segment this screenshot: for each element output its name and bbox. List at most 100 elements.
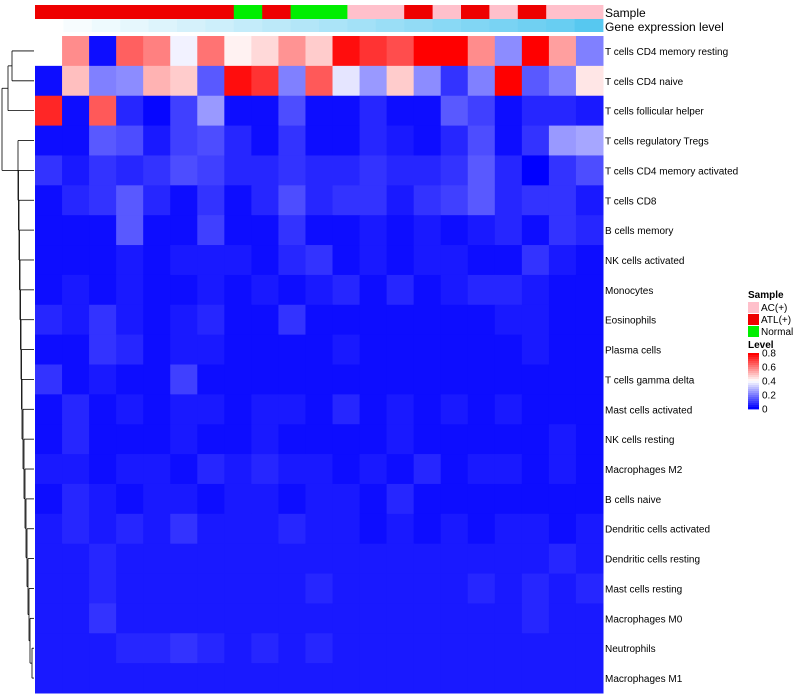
heatmap-cell — [359, 454, 388, 485]
heatmap-cell — [575, 573, 604, 604]
row-label: Eosinophils — [605, 316, 656, 327]
heatmap-cell — [575, 364, 604, 395]
heatmap-cell — [440, 274, 469, 306]
heatmap-cell — [494, 663, 523, 694]
heatmap-cell — [35, 394, 63, 425]
colorbar-step — [748, 397, 759, 400]
heatmap-cell — [251, 215, 279, 246]
heatmap-cell — [116, 543, 144, 575]
sample-track-cell — [262, 5, 291, 19]
sample-track-cell — [120, 5, 149, 19]
heatmap-cell — [467, 483, 496, 515]
heatmap-cell — [521, 364, 550, 395]
heatmap-cell — [494, 36, 523, 67]
colorbar-step — [748, 393, 759, 396]
sample-track-cell — [347, 5, 377, 19]
heatmap-cell — [278, 155, 306, 186]
heatmap-cell — [251, 633, 279, 664]
heatmap-cell — [170, 155, 198, 186]
heatmap-cell — [413, 215, 442, 246]
heatmap-cell — [116, 185, 144, 216]
heatmap-cell — [440, 633, 469, 664]
legend-sample-title: Sample — [748, 290, 784, 301]
heatmap-cell — [251, 36, 279, 67]
heatmap-cell — [62, 125, 90, 156]
heatmap-cell — [521, 65, 550, 97]
heatmap-cell — [89, 394, 117, 425]
heatmap-cell — [440, 483, 469, 515]
heatmap-cell — [197, 513, 225, 545]
heatmap-cell — [332, 513, 361, 545]
heatmap-cell — [224, 573, 252, 604]
heatmap-cell — [197, 95, 225, 127]
heatmap-cell — [89, 424, 117, 455]
heatmap-cell — [467, 185, 496, 216]
heatmap-cell — [197, 65, 225, 97]
heatmap-cell — [494, 573, 523, 604]
heatmap-cell — [278, 125, 306, 156]
heatmap-cell — [521, 513, 550, 545]
heatmap-cell — [467, 274, 496, 306]
heatmap-cell — [170, 95, 198, 127]
heatmap-cell — [440, 36, 469, 67]
heatmap-cell — [467, 543, 496, 575]
heatmap-cell — [170, 663, 198, 694]
colorbar-step — [748, 405, 759, 408]
colorbar-step — [748, 407, 759, 410]
heatmap-cell — [548, 65, 577, 97]
heatmap-cell — [440, 155, 469, 186]
heatmap-cell — [89, 364, 117, 395]
heatmap-cell — [278, 304, 306, 336]
heatmap-cell — [170, 633, 198, 664]
heatmap-cell — [251, 155, 279, 186]
heatmap-cell — [521, 185, 550, 216]
heatmap-cell — [116, 36, 144, 67]
heatmap-cell — [413, 364, 442, 395]
heatmap-cell — [359, 663, 388, 694]
heatmap-cell — [359, 513, 388, 545]
heatmap-cell — [278, 245, 306, 276]
heatmap-cell — [386, 334, 415, 365]
expression-track-cell — [432, 19, 462, 32]
expression-track-cell — [290, 19, 320, 32]
heatmap-cell — [116, 603, 144, 634]
heatmap-cell — [251, 663, 279, 694]
heatmap-cell — [35, 36, 63, 67]
row-label: Plasma cells — [605, 346, 661, 357]
heatmap-cell — [305, 364, 334, 395]
heatmap-cell — [440, 364, 469, 395]
heatmap-cell — [305, 185, 334, 216]
heatmap-cell — [359, 36, 388, 67]
heatmap-cell — [548, 633, 577, 664]
heatmap-cell — [386, 633, 415, 664]
heatmap-cell — [494, 185, 523, 216]
heatmap-cell — [413, 36, 442, 67]
expression-track-cell — [148, 19, 178, 32]
heatmap-cell — [278, 65, 306, 97]
heatmap-cell — [305, 304, 334, 336]
heatmap-cell — [467, 663, 496, 694]
heatmap-cell — [224, 304, 252, 336]
row-label: T cells follicular helper — [605, 107, 704, 118]
heatmap-cell — [116, 663, 144, 694]
heatmap-cell — [494, 364, 523, 395]
heatmap-cell — [251, 65, 279, 97]
heatmap-cell — [89, 125, 117, 156]
heatmap-cell — [197, 364, 225, 395]
heatmap-cell — [305, 274, 334, 306]
heatmap-cell — [521, 543, 550, 575]
row-label: Macrophages M1 — [605, 674, 683, 685]
heatmap-cell — [116, 245, 144, 276]
heatmap-cell — [575, 65, 604, 97]
expression-track-cell — [347, 19, 377, 32]
heatmap-cell — [386, 95, 415, 127]
heatmap-cell — [278, 274, 306, 306]
heatmap-cell — [143, 573, 171, 604]
heatmap-cell — [305, 125, 334, 156]
heatmap-cell — [548, 185, 577, 216]
heatmap-cell — [62, 454, 90, 485]
heatmap-cell — [278, 543, 306, 575]
heatmap-cell — [170, 36, 198, 67]
sample-track-cell — [546, 5, 575, 19]
heatmap-cell — [575, 663, 604, 694]
